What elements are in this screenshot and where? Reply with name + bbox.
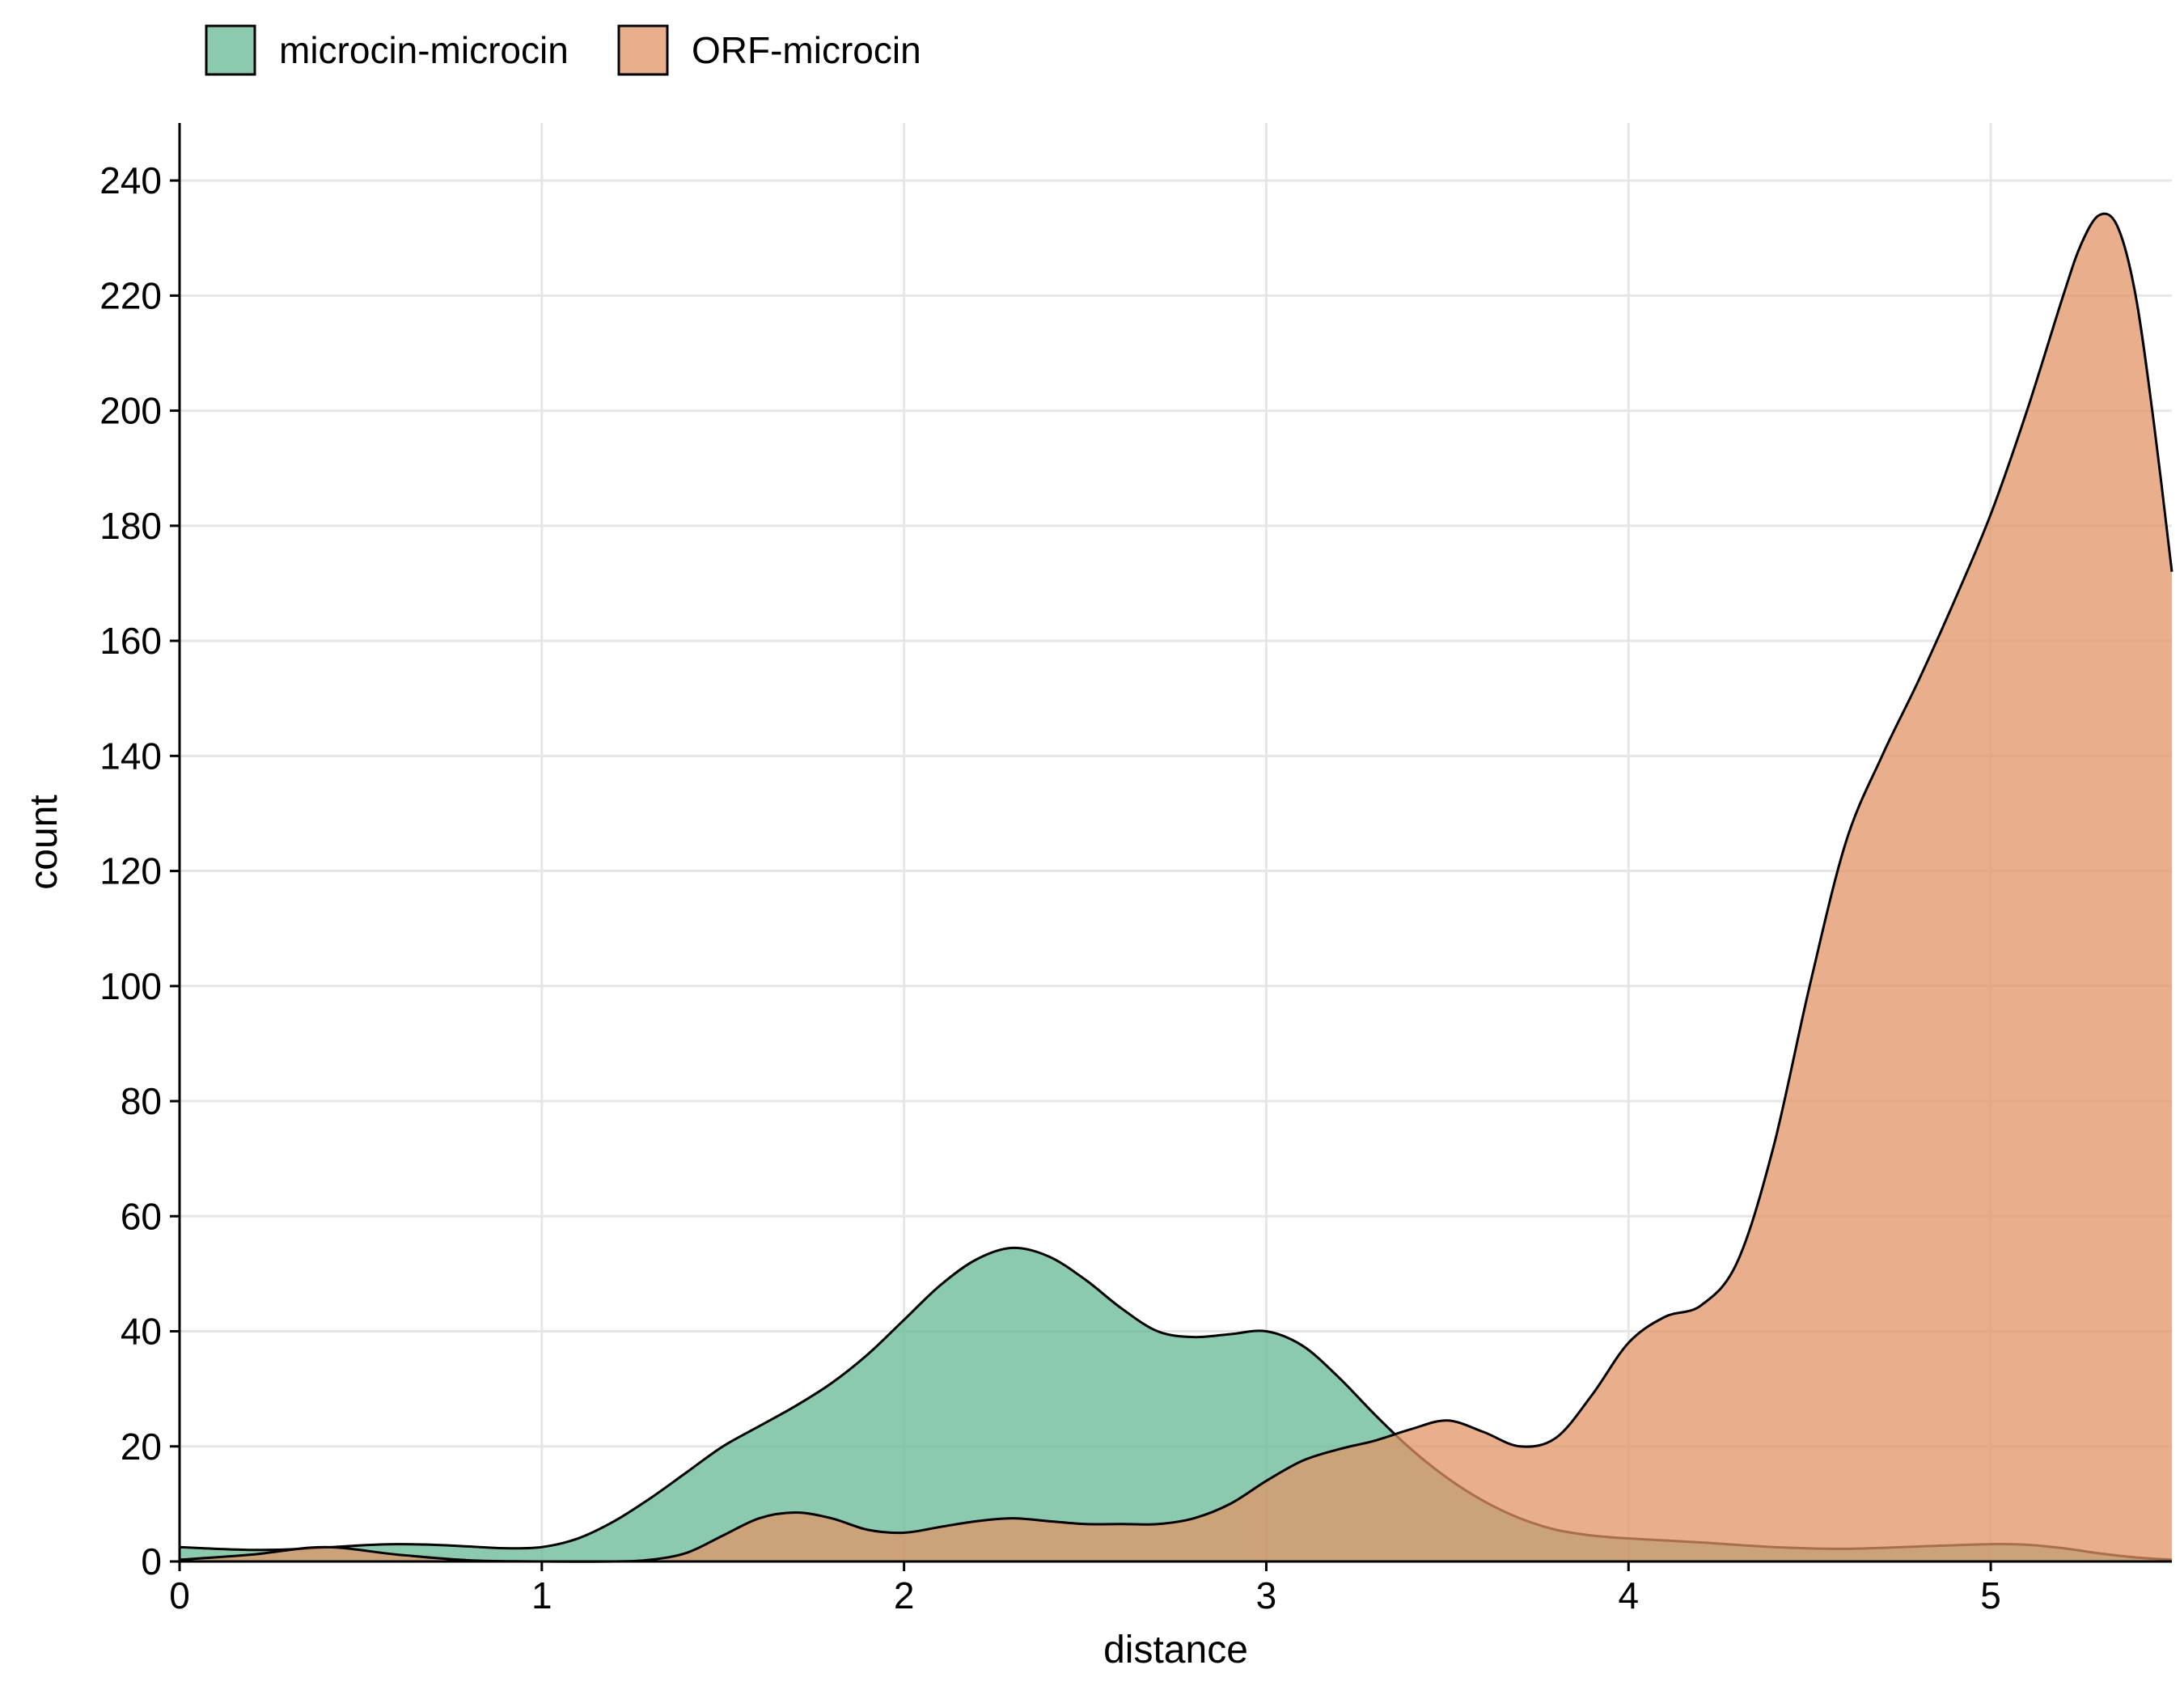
legend-swatch-microcin-microcin: [205, 24, 256, 76]
y-tick-label: 200: [99, 390, 162, 432]
axes: [178, 123, 2172, 1563]
y-tick-label: 0: [141, 1540, 162, 1582]
density-area-orf-microcin: [180, 214, 2172, 1562]
density-areas: [179, 212, 2173, 1563]
y-tick-label: 40: [121, 1311, 162, 1353]
axis-ticks: 0 1 2 3 4 5 0 20 40 60 80 100 120 140 160 180 200 220 240: [99, 159, 2001, 1616]
y-tick-label: 120: [99, 850, 162, 892]
y-axis-title: count: [23, 794, 66, 889]
y-tick-label: 140: [99, 735, 162, 777]
density-area-microcin-microcin: [180, 1248, 2172, 1561]
x-tick-label: 2: [894, 1574, 915, 1616]
y-tick-label: 180: [99, 505, 162, 547]
y-tick-label: 160: [99, 620, 162, 662]
y-tick-label: 80: [121, 1080, 162, 1122]
x-tick-label: 1: [531, 1574, 552, 1616]
density-line-orf-microcin: [179, 212, 2173, 1563]
y-tick-label: 100: [99, 965, 162, 1007]
legend-label-microcin-microcin: microcin-microcin: [279, 29, 569, 71]
y-tick-label: 240: [99, 159, 162, 201]
x-tick-label: 3: [1256, 1574, 1277, 1616]
x-tick-label: 5: [1980, 1574, 2001, 1616]
y-tick-label: 60: [121, 1195, 162, 1237]
legend: microcin-microcin ORF-microcin: [205, 24, 921, 76]
x-tick-label: 4: [1618, 1574, 1639, 1616]
x-tick-label: 0: [169, 1574, 190, 1616]
y-tick-label: 220: [99, 274, 162, 316]
legend-swatch-orf-microcin: [617, 24, 669, 76]
x-axis-title: distance: [1103, 1629, 1248, 1671]
y-tick-label: 20: [121, 1426, 162, 1468]
legend-label-orf-microcin: ORF-microcin: [692, 29, 921, 71]
